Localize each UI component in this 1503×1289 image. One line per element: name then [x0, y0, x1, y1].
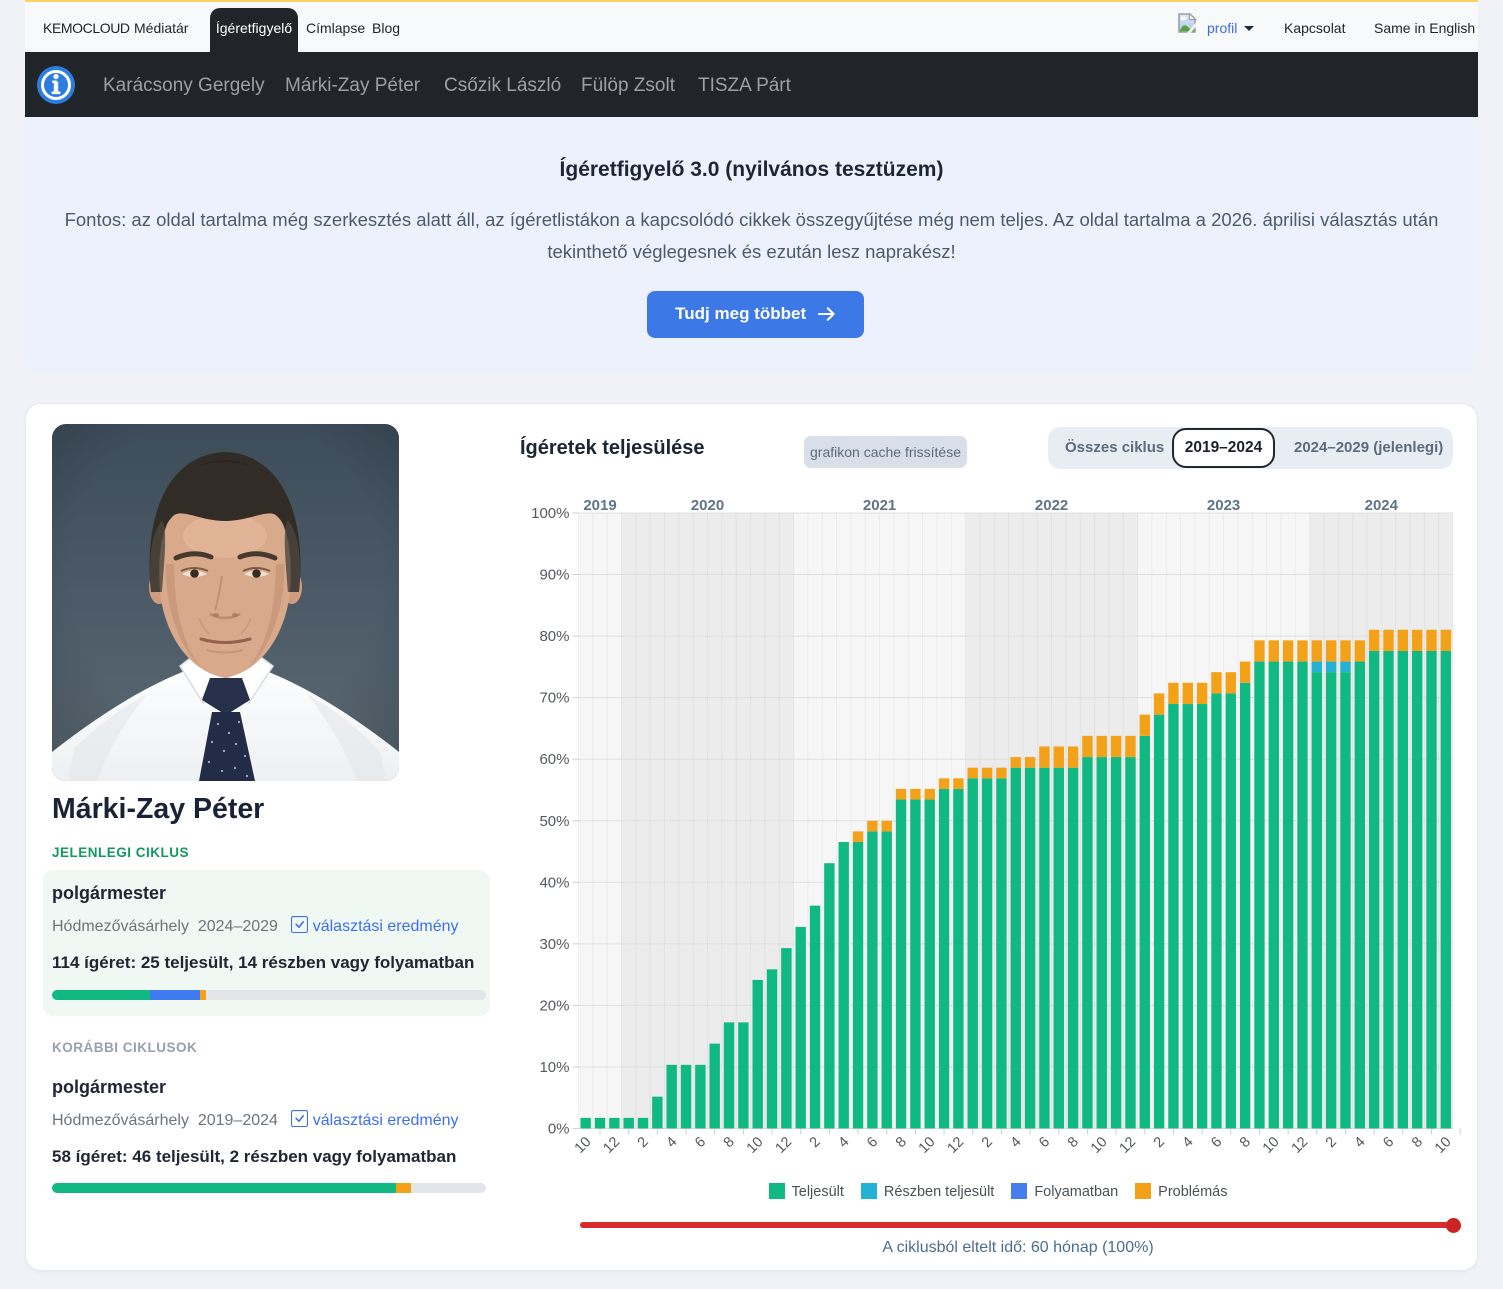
svg-text:4: 4: [836, 1134, 853, 1151]
svg-text:12: 12: [1117, 1134, 1140, 1157]
svg-text:2019: 2019: [583, 497, 616, 514]
svg-text:20%: 20%: [539, 997, 569, 1014]
svg-text:60%: 60%: [539, 751, 569, 768]
svg-text:10: 10: [916, 1134, 939, 1157]
svg-text:4: 4: [664, 1134, 681, 1151]
svg-text:6: 6: [1380, 1134, 1397, 1151]
svg-text:90%: 90%: [539, 567, 569, 584]
svg-text:12: 12: [945, 1134, 968, 1157]
svg-text:12: 12: [1289, 1134, 1312, 1157]
svg-text:2020: 2020: [691, 497, 724, 514]
svg-text:8: 8: [1237, 1134, 1254, 1151]
svg-text:10: 10: [744, 1134, 767, 1157]
svg-text:2021: 2021: [863, 497, 896, 514]
svg-text:2022: 2022: [1035, 497, 1068, 514]
svg-text:2: 2: [979, 1134, 996, 1151]
svg-text:10: 10: [572, 1134, 595, 1157]
svg-text:2: 2: [1323, 1134, 1340, 1151]
svg-text:0%: 0%: [548, 1121, 570, 1138]
svg-text:2: 2: [635, 1134, 652, 1151]
svg-text:4: 4: [1352, 1134, 1369, 1151]
svg-text:2024: 2024: [1365, 497, 1399, 514]
svg-text:6: 6: [1036, 1134, 1053, 1151]
svg-text:12: 12: [773, 1134, 796, 1157]
svg-text:8: 8: [721, 1134, 738, 1151]
svg-text:50%: 50%: [539, 813, 569, 830]
svg-text:10%: 10%: [539, 1059, 569, 1076]
svg-text:4: 4: [1008, 1134, 1025, 1151]
svg-text:10: 10: [1088, 1134, 1111, 1157]
svg-text:6: 6: [864, 1134, 881, 1151]
svg-text:70%: 70%: [539, 690, 569, 707]
svg-text:2023: 2023: [1207, 497, 1240, 514]
svg-text:8: 8: [1409, 1134, 1426, 1151]
svg-text:2: 2: [1151, 1134, 1168, 1151]
svg-text:80%: 80%: [539, 628, 569, 645]
svg-text:10: 10: [1432, 1134, 1455, 1157]
svg-text:4: 4: [1180, 1134, 1197, 1151]
svg-text:6: 6: [1208, 1134, 1225, 1151]
svg-text:100%: 100%: [531, 505, 569, 522]
svg-text:2: 2: [807, 1134, 824, 1151]
svg-text:6: 6: [692, 1134, 709, 1151]
svg-text:8: 8: [1065, 1134, 1082, 1151]
svg-text:12: 12: [600, 1134, 623, 1157]
svg-text:10: 10: [1260, 1134, 1283, 1157]
svg-text:8: 8: [893, 1134, 910, 1151]
svg-text:40%: 40%: [539, 874, 569, 891]
svg-text:30%: 30%: [539, 936, 569, 953]
